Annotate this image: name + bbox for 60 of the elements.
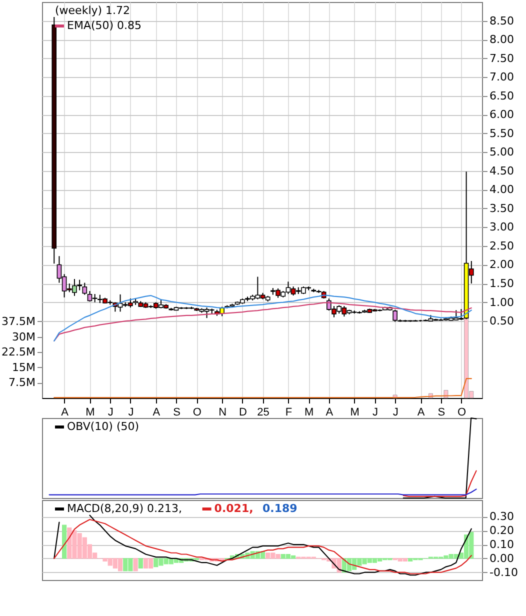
x-tick-label: A — [417, 406, 426, 418]
legend-label: 0.021, — [214, 502, 254, 515]
y-tick-label: 4.00 — [490, 183, 514, 196]
y-tick-label: 8.00 — [490, 33, 514, 46]
x-tick-label: 25 — [257, 406, 270, 418]
x-tick-label: O — [457, 406, 466, 418]
line-series — [54, 294, 472, 342]
y-tick-label: 5.50 — [490, 126, 514, 140]
x-tick-label: J — [392, 406, 398, 418]
y-tick-label: 0.50 — [490, 314, 514, 328]
y-tick-label: 2.00 — [490, 258, 514, 272]
legend-label: EMA(50) 0.85 — [67, 19, 142, 32]
x-tick-label: J — [372, 406, 378, 418]
x-tick-label: O — [192, 406, 202, 418]
y-tick-label: 0.30 — [490, 510, 514, 524]
x-tick-label: S — [438, 406, 446, 418]
line-series — [54, 302, 472, 342]
y-tick-label: 1.50 — [490, 277, 514, 290]
x-tick-label: N — [218, 406, 227, 418]
y-tick-label: 4.50 — [490, 164, 514, 178]
y-tick-label: 5.00 — [490, 146, 514, 159]
y-tick-label: 7.50 — [490, 52, 514, 65]
x-tick-label: M — [86, 406, 95, 418]
line-series — [54, 378, 472, 398]
y-tick-label: 0.00 — [490, 552, 514, 565]
y2-tick-label: 30M — [12, 330, 36, 344]
x-tick-label: D — [238, 406, 247, 418]
legend-label: OBV(10) (50) — [67, 420, 140, 433]
bar — [133, 558, 138, 572]
y2-tick-label: 7.5M — [8, 376, 36, 390]
y-tick-label: 6.50 — [490, 89, 514, 102]
chart-title: (weekly) 1.72 — [55, 4, 130, 17]
bar — [62, 524, 67, 559]
y2-tick-label: 37.5M — [2, 314, 36, 328]
x-tick-label: A — [61, 406, 70, 418]
annotation: 0.189 — [262, 502, 298, 515]
x-tick-label: M — [304, 406, 314, 418]
y-tick-label: 0.20 — [490, 524, 514, 538]
y-tick-label: -0.10 — [490, 566, 518, 579]
x-tick-label: J — [128, 406, 134, 418]
y-tick-label: 7.00 — [490, 70, 514, 84]
x-tick-label: A — [152, 406, 161, 418]
bar — [138, 558, 143, 568]
x-tick-label: F — [285, 406, 292, 418]
y-tick-label: 2.50 — [490, 239, 514, 252]
x-tick-label: S — [173, 406, 180, 418]
x-tick-label: M — [350, 406, 360, 418]
legend-label: MACD(8,20,9) 0.213, — [67, 502, 182, 515]
y-tick-label: 1.00 — [490, 296, 514, 309]
y-tick-label: 3.50 — [490, 202, 514, 215]
y-tick-label: 3.00 — [490, 220, 514, 234]
x-tick-label: A — [326, 406, 334, 418]
x-tick-label: J — [108, 406, 114, 418]
y2-tick-label: 22.5M — [2, 346, 36, 359]
y-tick-label: 8.50 — [490, 14, 514, 28]
y-tick-label: 6.00 — [490, 108, 514, 122]
y2-tick-label: 15M — [12, 360, 36, 374]
candlestick — [392, 309, 398, 322]
y-tick-label: 0.10 — [490, 538, 514, 552]
candlestick — [82, 282, 88, 296]
